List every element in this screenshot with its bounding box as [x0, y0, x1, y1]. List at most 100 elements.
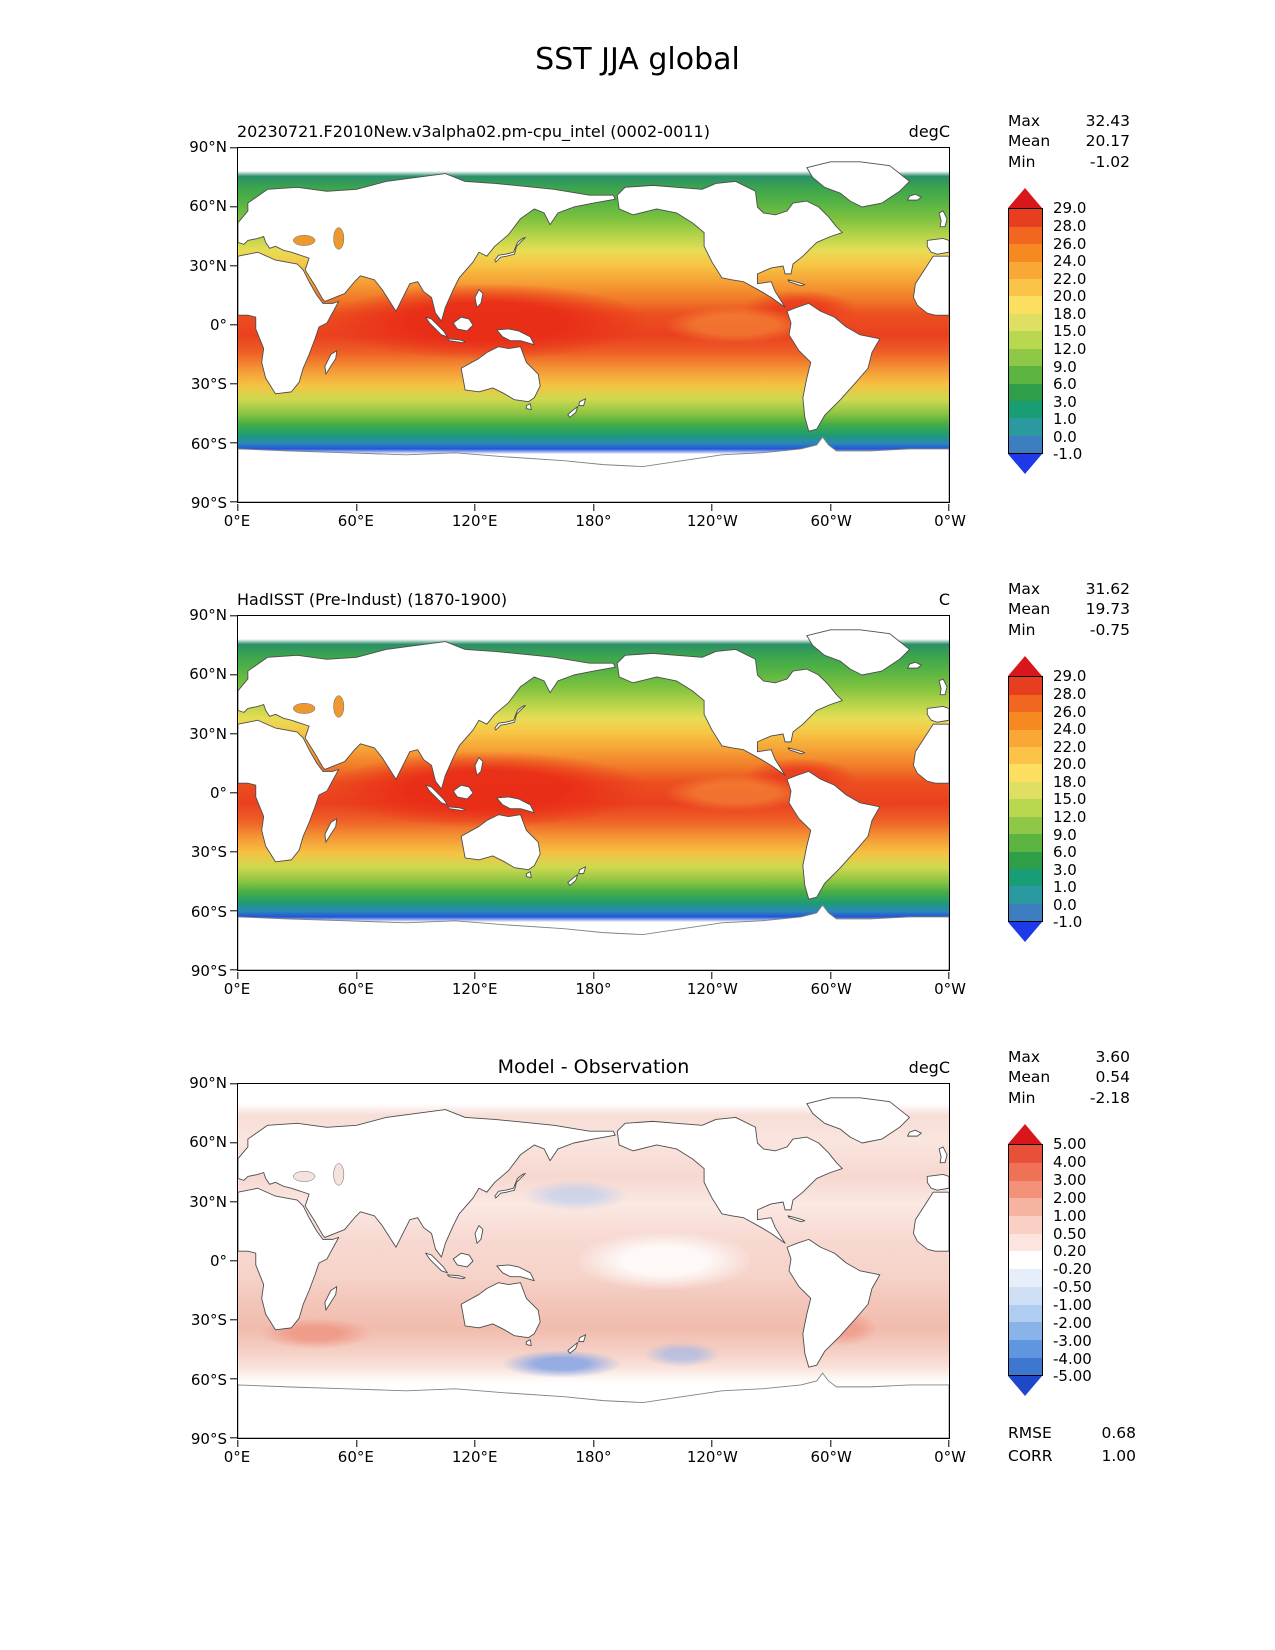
lat-axis-tick — [230, 1142, 237, 1144]
lon-axis: 0°E 60°E 120°E 180° 120°W 60°W 0°W — [224, 1439, 966, 1469]
lon-axis-tick — [237, 972, 239, 979]
colorbar-tick-label: 3.0 — [1053, 392, 1077, 411]
figure-title: SST JJA global — [535, 42, 740, 77]
stat-label: Mean — [1008, 132, 1051, 151]
lon-axis: 0°E 60°E 120°E 180° 120°W 60°W 0°W — [224, 971, 966, 1001]
lat-tick-label: 0° — [209, 316, 227, 334]
lon-axis-tick — [592, 972, 595, 979]
lon-tick-label: 120°E — [451, 512, 498, 530]
lat-axis-tick — [230, 969, 237, 971]
lon-axis-tick — [237, 504, 239, 511]
colorbar-tick-label: -1.0 — [1053, 445, 1083, 464]
lat-axis-tick — [230, 733, 237, 735]
lat-axis-tick — [230, 910, 237, 912]
lat-axis-tick — [230, 1378, 237, 1380]
colorbar-extend-min-icon — [1008, 454, 1042, 475]
caspian-sea — [334, 696, 344, 718]
colorbar-tick-label: 4.00 — [1053, 1153, 1087, 1172]
colorbar-band — [1009, 851, 1042, 869]
lat-axis: 90°N 60°N 30°N 0° 30°S 60°S 90°S — [0, 606, 237, 980]
black-sea — [293, 703, 315, 713]
lon-tick-label: 120°W — [686, 1448, 738, 1466]
colorbar-band — [1009, 903, 1042, 922]
panel-title: HadISST (Pre-Indust) (1870-1900) — [237, 590, 508, 609]
lat-tick-label: 30°N — [189, 724, 227, 743]
colorbar-band — [1009, 869, 1042, 887]
lon-axis-tick — [948, 504, 950, 511]
colorbar-ticks: 5.00 4.00 3.00 2.00 1.00 0.50 0.20 -0.20 -0.50 -1… — [1043, 1135, 1113, 1385]
lat-axis-tick — [230, 206, 237, 208]
colorbar-band — [1009, 677, 1042, 695]
skill-scores-block: RMSE 0.68 CORR 1.00 — [1008, 1422, 1136, 1467]
stats-block: Max 3.60 Mean 0.54 Min -2.18 — [1008, 1047, 1130, 1108]
stat-value: -0.75 — [1089, 620, 1130, 639]
colorbar-band — [1009, 1286, 1042, 1305]
lon-axis-tick — [711, 972, 713, 979]
colorbar-body — [1008, 676, 1043, 923]
map-obs-sst — [230, 615, 950, 979]
continents-overlay — [238, 1084, 949, 1438]
colorbar-bar: 29.0 28.0 26.0 24.0 22.0 20.0 18.0 15.0 12.0 9.0 6… — [1008, 199, 1086, 463]
colorbar-band — [1009, 331, 1042, 349]
stat-label: Min — [1008, 1088, 1036, 1107]
stat-row: Mean 0.54 — [1008, 1067, 1130, 1087]
colorbar-band — [1009, 816, 1042, 835]
stat-value: 31.62 — [1085, 580, 1130, 598]
colorbar-band — [1009, 1269, 1042, 1287]
stat-row: Mean 19.73 — [1008, 599, 1130, 619]
colorbar-tick-label: 2.00 — [1053, 1188, 1087, 1207]
lat-axis-tick — [230, 324, 237, 326]
antarctica-outline — [238, 437, 949, 502]
lon-tick-label: 120°E — [451, 1448, 498, 1466]
lon-tick-label: 60°W — [810, 512, 852, 530]
lat-axis-tick — [230, 383, 237, 385]
lat-axis: 90°N 60°N 30°N 0° 30°S 60°S 90°S — [0, 1074, 237, 1448]
lat-tick-label: 60°N — [189, 197, 227, 216]
black-sea — [293, 235, 315, 245]
colorbar-band — [1009, 244, 1042, 262]
lon-tick-label: 60°W — [810, 1448, 852, 1466]
colorbar-tick-label: 0.0 — [1053, 895, 1077, 914]
map-model-sst — [230, 147, 950, 511]
lon-tick-label: 120°E — [451, 980, 498, 998]
colorbar-band — [1009, 261, 1042, 280]
colorbar-band — [1009, 1198, 1042, 1217]
lat-tick-label: 60°S — [190, 1370, 227, 1389]
colorbar-extend-max-icon — [1008, 188, 1042, 209]
colorbar-band — [1009, 1339, 1042, 1358]
panel-sidebar: Max 31.62 Mean 19.73 Min -0.75 29.0 28.0 26.0 24… — [950, 579, 1275, 1001]
stat-value: 0.54 — [1095, 1068, 1130, 1087]
lon-tick-label: 120°W — [686, 980, 738, 998]
colorbar-body — [1008, 1144, 1043, 1377]
stat-row: Min -1.02 — [1008, 152, 1130, 172]
colorbar-ticks: 29.0 28.0 26.0 24.0 22.0 20.0 18.0 15.0 12.0 9.0 6… — [1043, 667, 1113, 931]
stat-label: Max — [1008, 580, 1041, 598]
lat-axis-tick — [230, 1083, 237, 1085]
lat-tick-label: 90°N — [189, 1074, 227, 1092]
colorbar-band — [1009, 383, 1042, 401]
stat-value: -1.02 — [1089, 152, 1130, 171]
map-area — [238, 1084, 949, 1438]
lon-axis-tick — [711, 1440, 713, 1447]
stat-value: 19.73 — [1085, 600, 1130, 619]
colorbar-band — [1009, 1357, 1042, 1376]
caspian-sea — [334, 228, 344, 250]
lon-tick-label: 0°W — [934, 512, 966, 530]
world-map-svg — [238, 616, 949, 970]
lat-axis: 90°N 60°N 30°N 0° 30°S 60°S 90°S — [0, 138, 237, 512]
lon-tick-label: 60°E — [337, 980, 374, 998]
colorbar-band — [1009, 1233, 1042, 1252]
lon-axis-tick — [474, 504, 476, 511]
lat-axis-tick — [230, 615, 237, 617]
stat-label: Min — [1008, 620, 1036, 639]
colorbar-tick-label: 12.0 — [1053, 339, 1087, 358]
lat-tick-label: 30°S — [190, 1311, 227, 1330]
lon-axis-tick — [711, 504, 713, 511]
lat-axis-tick — [230, 851, 237, 853]
lat-tick-label: 60°N — [189, 665, 227, 684]
colorbar-band — [1009, 781, 1042, 800]
panel-units-label: C — [938, 590, 950, 609]
caspian-sea — [334, 1164, 344, 1186]
colorbar-band — [1009, 1304, 1042, 1323]
antarctica-outline — [238, 1373, 949, 1438]
